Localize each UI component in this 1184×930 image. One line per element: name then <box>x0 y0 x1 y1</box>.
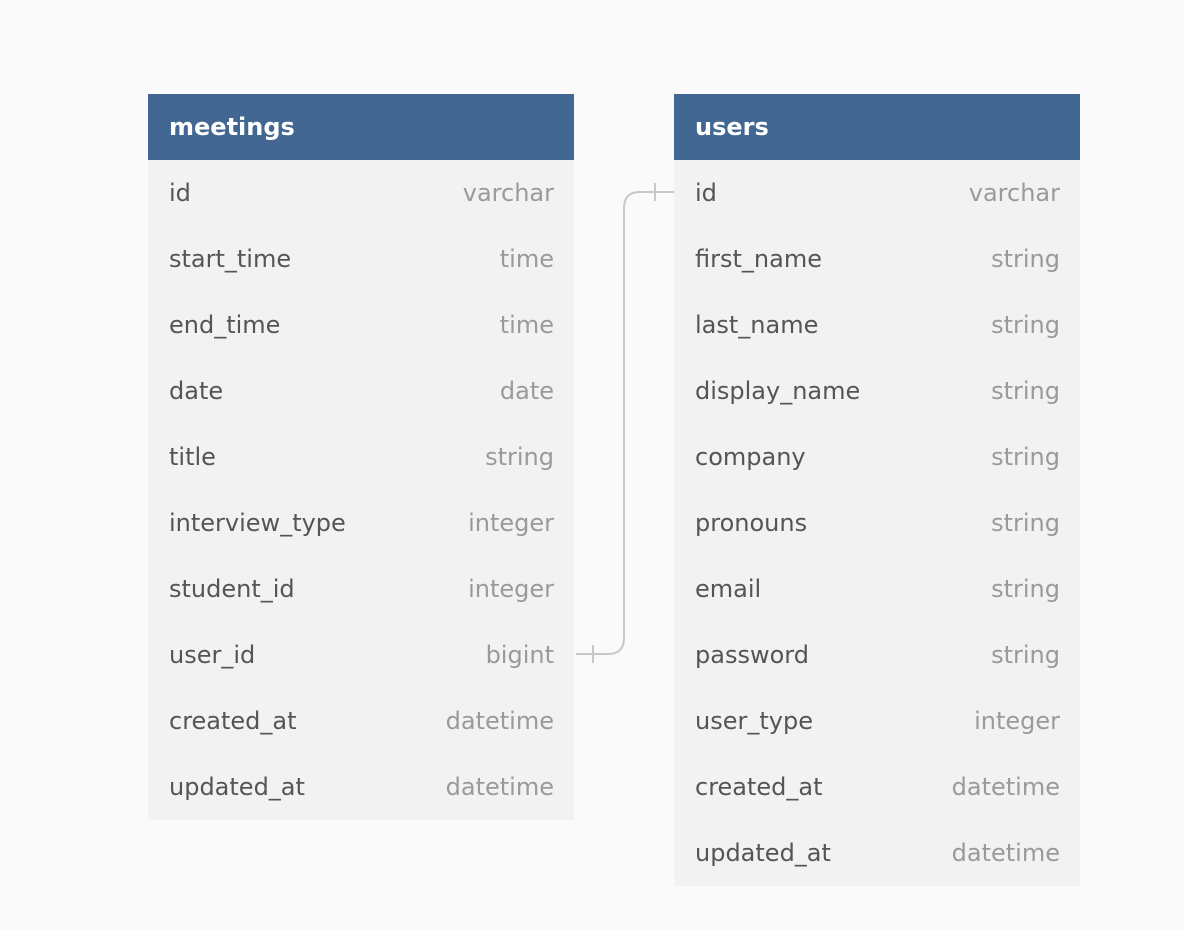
field-name: start_time <box>169 245 292 273</box>
field-name: created_at <box>695 773 823 801</box>
field-name: first_name <box>695 245 822 273</box>
relationship-line[interactable] <box>576 191 674 655</box>
field-type: string <box>991 377 1060 405</box>
field-row-interview-type[interactable]: interview_type integer <box>148 490 574 556</box>
field-row-company[interactable]: company string <box>674 424 1080 490</box>
table-users[interactable]: users id varchar first_name string last_… <box>674 94 1080 886</box>
field-row-last-name[interactable]: last_name string <box>674 292 1080 358</box>
field-name: id <box>695 179 717 207</box>
field-name: created_at <box>169 707 297 735</box>
field-type: datetime <box>445 707 554 735</box>
field-name: user_id <box>169 641 256 669</box>
table-header[interactable]: users <box>674 94 1080 160</box>
field-type: string <box>991 575 1060 603</box>
field-row-password[interactable]: password string <box>674 622 1080 688</box>
field-type: time <box>499 245 554 273</box>
field-row-id[interactable]: id varchar <box>674 160 1080 226</box>
field-row-updated-at[interactable]: updated_at datetime <box>148 754 574 820</box>
field-type: string <box>991 245 1060 273</box>
field-row-created-at[interactable]: created_at datetime <box>674 754 1080 820</box>
field-type: string <box>991 443 1060 471</box>
field-type: integer <box>468 509 554 537</box>
field-type: varchar <box>462 179 554 207</box>
table-meetings[interactable]: meetings id varchar start_time time end_… <box>148 94 574 820</box>
field-type: bigint <box>485 641 554 669</box>
field-name: password <box>695 641 809 669</box>
field-type: datetime <box>951 839 1060 867</box>
table-header[interactable]: meetings <box>148 94 574 160</box>
field-row-student-id[interactable]: student_id integer <box>148 556 574 622</box>
field-row-pronouns[interactable]: pronouns string <box>674 490 1080 556</box>
field-name: display_name <box>695 377 861 405</box>
field-name: title <box>169 443 216 471</box>
field-row-created-at[interactable]: created_at datetime <box>148 688 574 754</box>
field-type: date <box>499 377 554 405</box>
field-name: id <box>169 179 191 207</box>
field-name: user_type <box>695 707 813 735</box>
field-type: integer <box>468 575 554 603</box>
field-row-email[interactable]: email string <box>674 556 1080 622</box>
field-name: company <box>695 443 806 471</box>
field-row-user-id[interactable]: user_id bigint <box>148 622 574 688</box>
field-type: varchar <box>968 179 1060 207</box>
field-name: updated_at <box>169 773 305 801</box>
field-row-end-time[interactable]: end_time time <box>148 292 574 358</box>
field-name: updated_at <box>695 839 831 867</box>
field-row-user-type[interactable]: user_type integer <box>674 688 1080 754</box>
field-name: date <box>169 377 224 405</box>
field-type: datetime <box>445 773 554 801</box>
field-name: email <box>695 575 762 603</box>
field-row-start-time[interactable]: start_time time <box>148 226 574 292</box>
field-row-first-name[interactable]: first_name string <box>674 226 1080 292</box>
field-name: student_id <box>169 575 295 603</box>
field-name: last_name <box>695 311 819 339</box>
field-name: end_time <box>169 311 281 339</box>
field-type: datetime <box>951 773 1060 801</box>
field-row-id[interactable]: id varchar <box>148 160 574 226</box>
field-type: string <box>991 509 1060 537</box>
field-type: string <box>991 641 1060 669</box>
field-type: integer <box>974 707 1060 735</box>
field-type: string <box>991 311 1060 339</box>
field-row-title[interactable]: title string <box>148 424 574 490</box>
field-name: interview_type <box>169 509 346 537</box>
field-row-display-name[interactable]: display_name string <box>674 358 1080 424</box>
field-name: pronouns <box>695 509 808 537</box>
field-type: string <box>485 443 554 471</box>
field-row-updated-at[interactable]: updated_at datetime <box>674 820 1080 886</box>
field-row-date[interactable]: date date <box>148 358 574 424</box>
field-type: time <box>499 311 554 339</box>
